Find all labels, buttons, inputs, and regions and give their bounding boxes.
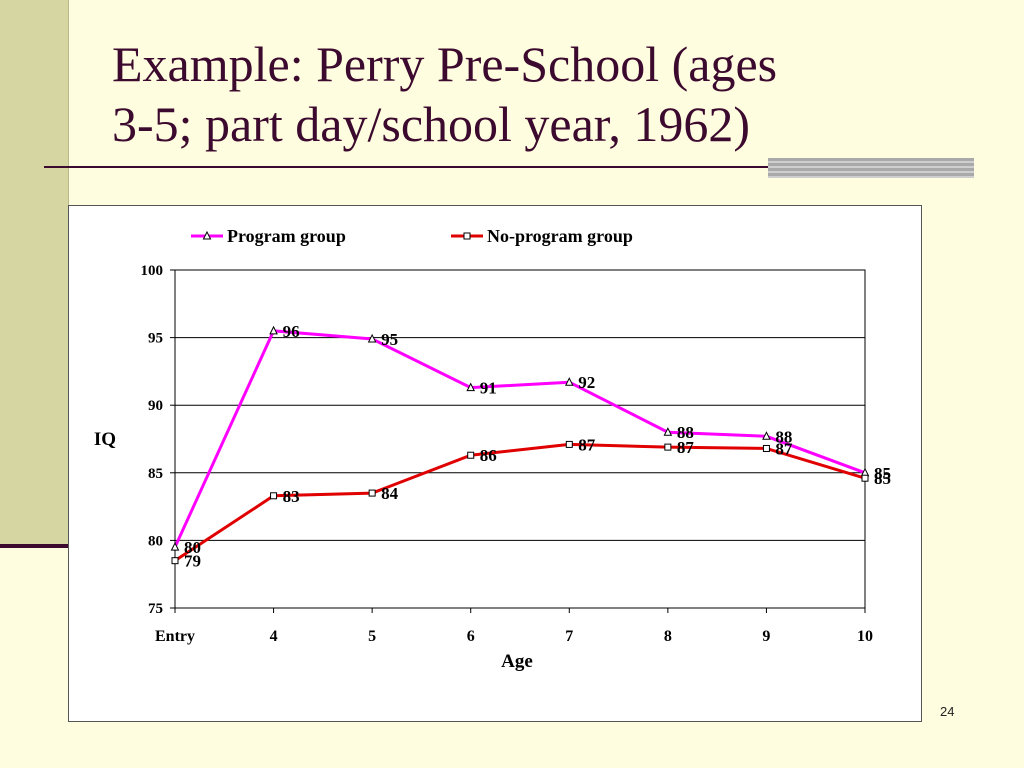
legend-marker <box>463 232 471 240</box>
data-label: 87 <box>677 438 695 457</box>
x-axis-title: Age <box>501 651 533 672</box>
x-tick-label: 9 <box>762 628 770 645</box>
data-label: 86 <box>480 446 497 465</box>
data-label: 85 <box>874 469 891 488</box>
chart-frame: 75 80 85 90 95 100 Entry 4 5 6 7 8 9 10 Age IQ 80 96 95 91 9… <box>68 205 922 722</box>
data-label: 92 <box>578 373 595 392</box>
title-underline <box>44 166 972 168</box>
y-tick-label: 95 <box>148 331 163 347</box>
slide-title-line2: 3-5; part day/school year, 1962) <box>112 96 751 152</box>
x-tick-label: 8 <box>664 628 672 645</box>
data-label: 83 <box>283 487 300 506</box>
data-label: 95 <box>381 330 398 349</box>
data-label: 91 <box>480 379 497 398</box>
data-label: 88 <box>775 427 792 446</box>
data-point <box>762 431 771 440</box>
data-point <box>270 492 278 500</box>
data-label: 87 <box>578 435 596 454</box>
series-line-program <box>173 329 866 548</box>
data-point <box>367 333 377 343</box>
data-point <box>466 382 476 392</box>
y-axis-title: IQ <box>94 429 116 450</box>
slide-title-line1: Example: Perry Pre-School (ages <box>112 36 778 92</box>
title-accent-block <box>768 158 974 178</box>
data-point <box>664 443 672 451</box>
legend-label: Program group <box>227 226 346 246</box>
iq-line-chart: 75 80 85 90 95 100 Entry 4 5 6 7 8 9 10 Age IQ 80 96 95 91 9… <box>94 226 891 672</box>
legend-marker <box>202 230 212 240</box>
series-line-no-program <box>174 442 866 562</box>
plot-area <box>174 269 866 609</box>
data-label: 96 <box>283 322 300 341</box>
data-point <box>269 325 278 335</box>
data-point <box>663 427 673 436</box>
y-tick-label: 75 <box>148 601 163 617</box>
data-point <box>762 444 770 452</box>
page-number: 24 <box>940 704 955 719</box>
data-point <box>565 440 573 448</box>
x-tick-label: 6 <box>467 628 475 645</box>
data-label: 87 <box>775 439 793 458</box>
x-tick-label: Entry <box>155 628 195 645</box>
data-point <box>564 377 574 386</box>
data-point <box>368 489 376 497</box>
data-label: 85 <box>874 464 891 483</box>
x-tick-label: 4 <box>270 628 278 645</box>
x-tick-label: 7 <box>565 628 573 645</box>
data-label: 80 <box>184 538 201 557</box>
slide-title: Example: Perry Pre-School (ages 3-5; par… <box>112 34 992 154</box>
data-label: 88 <box>677 423 694 442</box>
y-tick-label: 90 <box>148 398 163 414</box>
data-point <box>467 451 475 459</box>
data-label: 79 <box>184 552 201 571</box>
x-tick-label: 10 <box>857 628 873 645</box>
data-point <box>861 474 869 482</box>
legend-label: No-program group <box>487 226 633 246</box>
y-tick-label: 80 <box>148 533 163 549</box>
y-tick-label: 85 <box>148 466 163 482</box>
left-decor-bar <box>0 0 69 546</box>
x-tick-label: 5 <box>368 628 376 645</box>
left-decor-rule <box>0 544 68 548</box>
data-point <box>170 542 180 551</box>
data-point <box>171 557 179 565</box>
y-tick-label: 100 <box>141 263 164 279</box>
data-label: 84 <box>381 484 399 503</box>
